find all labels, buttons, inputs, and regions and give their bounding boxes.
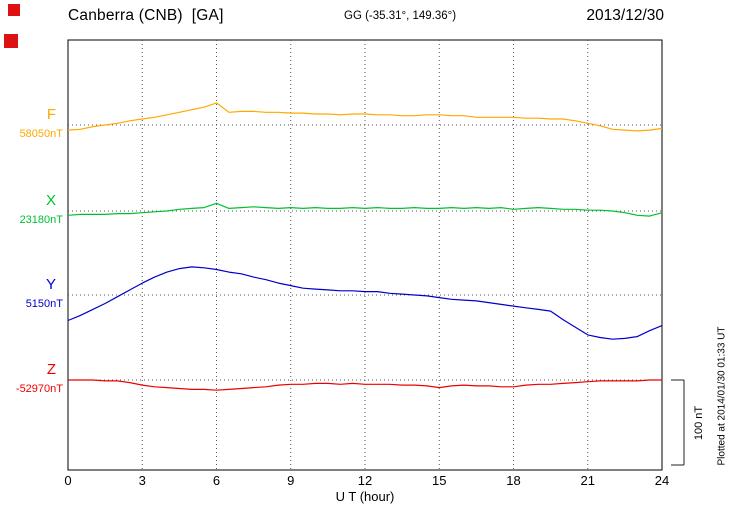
x-tick-label-21: 21 xyxy=(580,473,595,488)
plotted-at-note: Plotted at 2014/01/30 01:33 UT xyxy=(716,326,728,466)
series-letter-X: X xyxy=(45,192,56,209)
x-tick-label-15: 15 xyxy=(432,473,447,488)
trace-Z xyxy=(68,379,662,391)
station-title: Canberra (CNB) [GA] xyxy=(68,7,224,24)
scale-bar-label: 100 nT xyxy=(693,405,705,441)
x-axis-label: U T (hour) xyxy=(335,489,395,504)
trace-F xyxy=(67,102,663,132)
x-tick-label-0: 0 xyxy=(64,473,72,488)
x-tick-label-9: 9 xyxy=(287,473,295,488)
red-square-marker xyxy=(4,34,18,48)
x-tick-label-12: 12 xyxy=(357,473,373,488)
red-square-marker xyxy=(8,4,20,16)
series-baseline-value-Z: -52970nT xyxy=(15,383,63,395)
series-baseline-value-F: 58050nT xyxy=(19,128,63,140)
plot-date: 2013/12/30 xyxy=(586,7,664,24)
trace-Y xyxy=(67,266,663,340)
series-baseline-value-Y: 5150nT xyxy=(25,298,63,310)
x-tick-label-24: 24 xyxy=(654,473,670,488)
series-letter-Y: Y xyxy=(45,276,56,293)
series-letter-Z: Z xyxy=(46,361,56,378)
x-tick-label-3: 3 xyxy=(138,473,146,488)
geo-coordinates: GG (-35.31°, 149.36°) xyxy=(344,10,457,22)
x-tick-label-18: 18 xyxy=(506,473,521,488)
series-baseline-value-X: 23180nT xyxy=(19,214,63,226)
trace-X xyxy=(67,202,663,217)
series-letter-F: F xyxy=(46,106,56,123)
x-tick-label-6: 6 xyxy=(212,473,221,488)
